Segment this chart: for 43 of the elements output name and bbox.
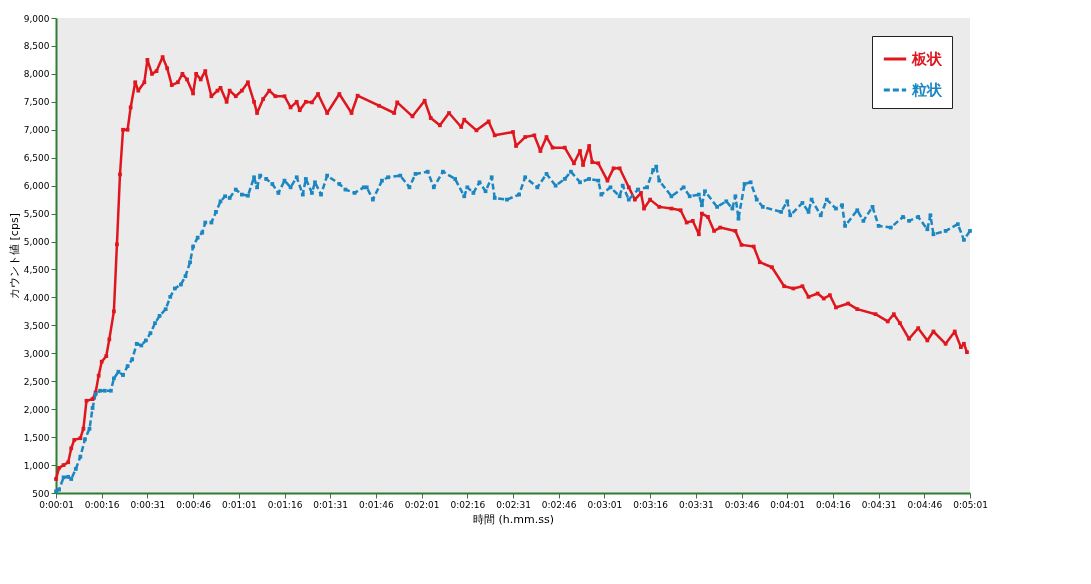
y-tick-label: 8,500 [23,41,50,52]
x-axis-title: 時間 (h.mm.ss) [473,512,554,526]
legend-label: 板状 [911,50,943,68]
y-tick-label: 7,000 [23,125,50,136]
x-tick-label: 0:04:46 [907,499,943,510]
x-tick-label: 0:00:01 [39,499,74,510]
y-tick-label: 7,500 [23,97,50,108]
y-axis-title: カウント値 [cps] [7,213,21,299]
y-tick-label: 3,500 [23,320,50,331]
x-tick-label: 0:04:01 [770,499,806,510]
x-tick-label: 0:01:16 [267,499,303,510]
x-tick-label: 0:03:16 [633,499,669,510]
y-tick-label: 1,500 [23,432,50,443]
y-tick-label: 4,000 [23,292,50,303]
y-tick-label: 9,000 [23,13,50,24]
y-tick-label: 1,000 [23,460,50,471]
x-tick-label: 0:02:46 [541,499,577,510]
x-tick-label: 0:05:01 [953,499,988,510]
x-tick-label: 0:00:31 [130,499,166,510]
y-tick-label: 500 [32,488,50,499]
y-tick-label: 5,000 [23,237,50,248]
x-tick-label: 0:04:16 [816,499,852,510]
x-tick-label: 0:02:01 [404,499,440,510]
y-tick-label: 2,500 [23,376,50,387]
y-tick-label: 6,000 [23,181,50,192]
x-tick-label: 0:00:16 [84,499,120,510]
x-tick-label: 0:01:46 [359,499,395,510]
y-tick-label: 4,500 [23,264,50,275]
x-tick-label: 0:04:31 [861,499,897,510]
y-tick-label: 3,000 [23,348,50,359]
x-tick-label: 0:02:31 [496,499,531,510]
y-tick-label: 6,500 [23,153,50,164]
x-tick-label: 0:03:46 [724,499,760,510]
y-tick-label: 2,000 [23,404,50,415]
y-tick-label: 5,500 [23,209,50,220]
x-tick-label: 0:01:31 [313,499,349,510]
x-tick-label: 0:02:16 [450,499,486,510]
y-tick-label: 8,000 [23,69,50,80]
x-tick-label: 0:00:46 [176,499,212,510]
x-tick-label: 0:01:01 [221,499,257,510]
x-tick-label: 0:03:01 [587,499,623,510]
x-tick-label: 0:03:31 [678,499,714,510]
legend-label: 粒状 [911,81,943,99]
